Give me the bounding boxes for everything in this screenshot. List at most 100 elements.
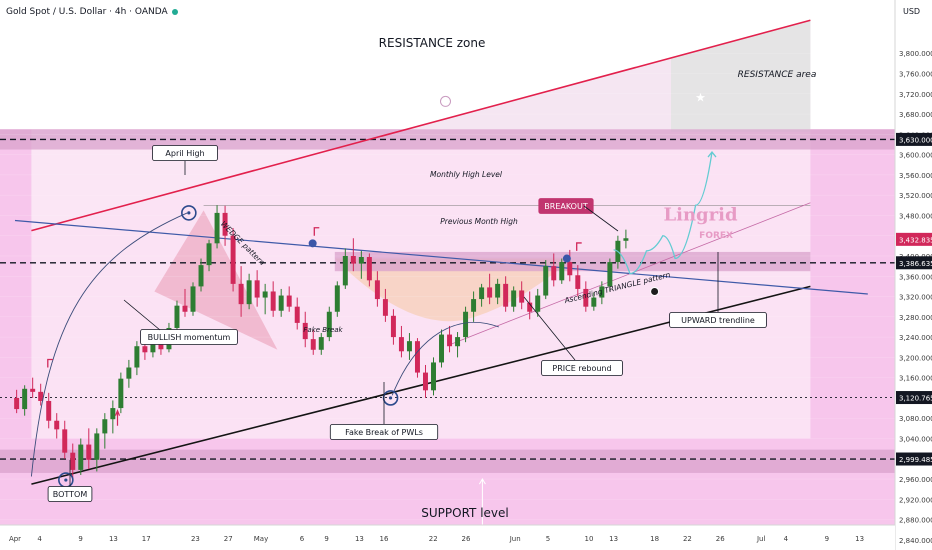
zone-band [0, 129, 895, 150]
candle [575, 265, 581, 297]
candle-body [286, 295, 292, 307]
x-tick-label: Apr [9, 535, 21, 543]
candle-body [38, 391, 44, 401]
candle [398, 325, 404, 358]
candle [334, 281, 340, 317]
candle [503, 276, 509, 312]
candle [463, 306, 469, 343]
candle [519, 281, 525, 310]
market-status-icon [171, 8, 178, 15]
candle [86, 428, 92, 469]
price-label: 3,120.765 [896, 391, 932, 405]
cup-shape [334, 258, 573, 322]
price-label: 3,432.835 [896, 232, 932, 246]
candle-body [495, 283, 501, 298]
candle-body [222, 212, 228, 236]
label-price-rebound-box [541, 360, 623, 376]
y-tick-label: 3,040.000 [899, 435, 932, 443]
swing-arc [30, 212, 188, 477]
pivot-circle-icon [382, 390, 399, 406]
label-breakout-box [538, 198, 594, 214]
candle [174, 300, 180, 335]
projection-path [613, 151, 713, 275]
candle-body [471, 299, 477, 312]
candle-body [591, 297, 597, 307]
currency-label: USD [903, 7, 921, 16]
price-label-box [896, 391, 932, 405]
candle [511, 286, 517, 312]
candle [70, 443, 76, 480]
connector-line [523, 296, 576, 361]
wedge-pattern-shape [154, 210, 278, 350]
candle [222, 205, 228, 246]
candle-body [206, 243, 212, 266]
pivot-dot-icon [64, 478, 68, 482]
x-tick-label: 17 [142, 535, 151, 543]
candle [206, 239, 212, 272]
candle [583, 281, 589, 312]
candle-body [310, 339, 316, 350]
label-upward-trendline-text: UPWARD trendline [681, 316, 755, 325]
x-tick-label: 9 [78, 535, 82, 543]
label-bottom-text: BOTTOM [53, 490, 88, 499]
x-tick-label: 13 [855, 535, 864, 543]
candle-body [230, 235, 236, 284]
y-tick-label: 3,240.000 [899, 334, 932, 342]
alert-icon [440, 95, 451, 107]
candle [607, 258, 613, 292]
candle-body [519, 290, 525, 303]
candle-body [246, 280, 252, 305]
x-tick-label: 27 [224, 535, 233, 543]
y-tick-label: 3,480.000 [899, 212, 932, 220]
candle [302, 311, 308, 348]
support-arrow-icon [478, 478, 486, 530]
zone-band [334, 251, 811, 272]
x-tick-label: 5 [546, 535, 550, 543]
candle-body [54, 420, 60, 430]
candle [527, 291, 533, 320]
candle-body [599, 286, 605, 298]
y-tick-label: 2,960.000 [899, 476, 932, 484]
price-label-text: 3,386.635 [899, 260, 932, 268]
candle [350, 238, 356, 272]
candle-body [62, 429, 68, 453]
candle [102, 413, 108, 449]
y-tick-label: 3,680.000 [899, 111, 932, 119]
price-label: 2,999.485 [896, 452, 932, 466]
candle [62, 420, 68, 459]
x-tick-label: 10 [585, 535, 594, 543]
label-bullish-momentum-text: BULLISH momentum [148, 333, 231, 342]
candle [390, 309, 396, 345]
price-label-text: 2,999.485 [899, 456, 932, 464]
price-label-box [896, 132, 932, 146]
pivot-dot-icon [388, 396, 393, 400]
x-tick-label: 26 [462, 535, 471, 543]
candle-body [527, 302, 533, 312]
candle [487, 273, 493, 305]
label-april-high-box [152, 145, 218, 161]
symbol-title: Gold Spot / U.S. Dollar · 4h · OANDA [6, 7, 168, 17]
x-tick-label: 4 [37, 535, 42, 543]
y-tick-label: 3,160.000 [899, 375, 932, 383]
candle-body [334, 285, 340, 312]
label-fake-break-pwls-box [329, 424, 439, 440]
x-tick-label: 22 [683, 535, 692, 543]
candle-body [406, 341, 412, 352]
price-label: 3,630.000 [896, 132, 932, 146]
candle-body [294, 306, 300, 323]
candle-body [86, 444, 92, 460]
candle [495, 278, 501, 305]
candle [318, 333, 324, 355]
candle-body [487, 287, 493, 298]
candle-body [623, 238, 629, 241]
price-label-box [896, 256, 932, 270]
candle [38, 383, 44, 406]
label-april-high: April High [152, 145, 218, 161]
pivot-circle-icon [181, 205, 197, 221]
candle-body [102, 419, 108, 434]
candle [479, 283, 485, 307]
candle-body [431, 362, 436, 391]
candle-body [126, 367, 132, 379]
candle-body [142, 346, 148, 353]
